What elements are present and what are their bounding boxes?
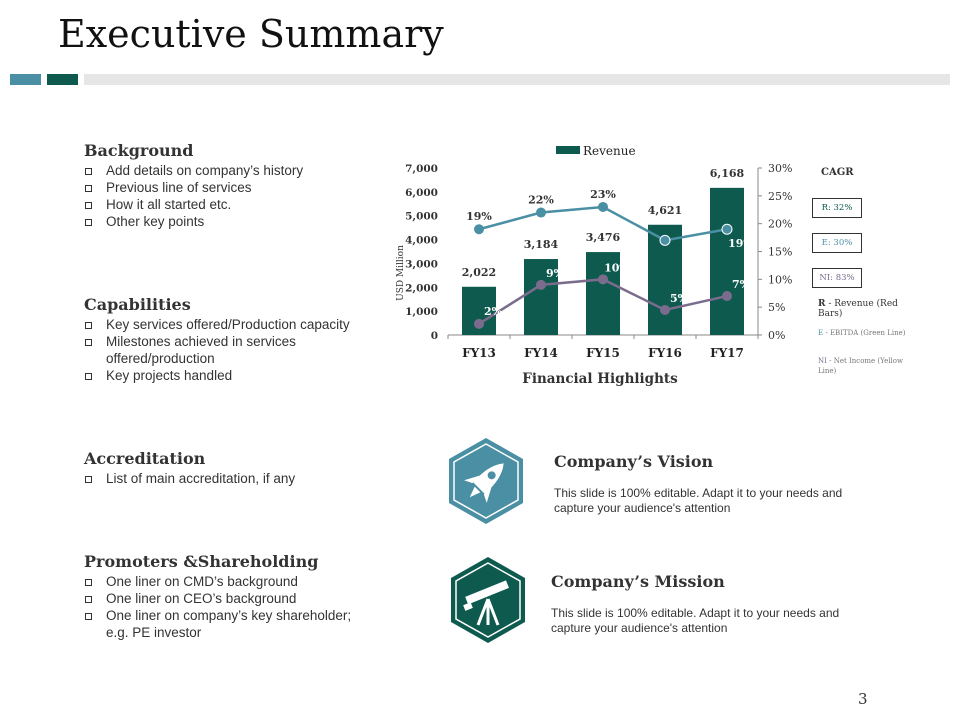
x-tick-label: FY14 <box>524 346 558 360</box>
line-point <box>722 291 732 302</box>
line-data-label: 2% <box>484 305 503 318</box>
legend-label-revenue: Revenue <box>583 144 636 158</box>
list-item: List of main accreditation, if any <box>84 470 384 487</box>
x-tick-label: FY15 <box>586 346 620 360</box>
y-tick-label: 2,000 <box>405 282 438 294</box>
list-item: One liner on company’s key shareholder; … <box>84 607 374 641</box>
section-heading: Promoters &Shareholding <box>84 552 319 571</box>
list-item: Milestones achieved in services offered/… <box>84 333 336 367</box>
page-title: Executive Summary <box>58 12 444 56</box>
line-data-label: 7% <box>732 278 751 291</box>
list-item: One liner on CMD’s background <box>84 573 374 590</box>
bar-data-label: 4,621 <box>648 204 682 217</box>
bar-FY15 <box>586 252 620 335</box>
x-tick-label: FY17 <box>710 346 744 360</box>
accent-bar-green <box>47 74 78 85</box>
list-item: Key services offered/Production capacity <box>84 316 374 333</box>
note-ebitda: E - EBITDA (Green Line) <box>818 328 913 338</box>
note-text: - EBITDA (Green Line) <box>823 329 906 337</box>
y-axis-label: USD Million <box>396 245 406 301</box>
list-item: Other key points <box>84 213 384 230</box>
legend-swatch-revenue <box>556 146 580 154</box>
telescope-icon <box>451 557 525 643</box>
vision-text: This slide is 100% editable. Adapt it to… <box>554 486 843 515</box>
cagr-ebitda: E: 30% <box>812 233 862 253</box>
line-data-label: 5% <box>670 292 689 305</box>
mission-title: Company’s Mission <box>551 572 725 591</box>
note-key: E <box>818 329 824 337</box>
list-item: Add details on company’s history <box>84 162 384 179</box>
rocket-icon <box>449 438 523 524</box>
bar-data-label: 3,476 <box>586 231 621 244</box>
note-key: NI <box>818 357 827 365</box>
section-capabilities: Capabilities Key services offered/Produc… <box>84 295 374 384</box>
section-background: Background Add details on company’s hist… <box>84 141 384 230</box>
section-promoters: Promoters &Shareholding One liner on CMD… <box>84 552 374 641</box>
chart-title: Financial Highlights <box>522 371 678 387</box>
financial-chart: 0 1,000 2,000 3,000 4,000 5,000 6,000 7,000 0% 5%… <box>396 144 792 387</box>
note-text: - Net Income (Yellow Line) <box>818 357 903 375</box>
line-point <box>598 201 608 212</box>
line-data-label: 19% <box>728 237 754 250</box>
section-heading: Capabilities <box>84 295 191 314</box>
x-tick-label: FY16 <box>648 346 682 360</box>
line-data-label: 19% <box>466 210 492 223</box>
note-key: R <box>818 299 826 309</box>
cagr-revenue: R: 32% <box>812 198 862 218</box>
page-number: 3 <box>858 690 868 708</box>
y2-tick-label: 15% <box>768 246 792 259</box>
list-item: Previous line of services <box>84 179 384 196</box>
line-data-label: 23% <box>590 188 616 201</box>
y2-tick-label: 0% <box>768 329 785 342</box>
line-point <box>660 304 670 315</box>
cagr-net-income: NI: 83% <box>812 268 862 288</box>
line-point <box>536 207 546 218</box>
line-point <box>536 279 546 290</box>
line-point <box>598 274 608 285</box>
list-item: One liner on CEO’s background <box>84 590 374 607</box>
note-net-income: NI - Net Income (Yellow Line) <box>818 356 913 376</box>
bar-data-label: 2,022 <box>462 266 496 279</box>
bar-data-label: 3,184 <box>524 238 559 251</box>
y2-tick-label: 20% <box>768 218 792 231</box>
accent-bar-gray <box>84 74 950 85</box>
note-revenue: R - Revenue (Red Bars) <box>818 299 913 319</box>
section-heading: Accreditation <box>84 449 206 468</box>
y-tick-label: 6,000 <box>405 187 438 199</box>
accent-bar-teal <box>10 74 41 85</box>
cagr-heading: CAGR <box>821 167 854 178</box>
y2-tick-label: 25% <box>768 190 792 203</box>
list-item: How it all started etc. <box>84 196 384 213</box>
section-accreditation: Accreditation List of main accreditation… <box>84 449 384 487</box>
y-tick-label: 0 <box>431 330 438 342</box>
note-text: - Revenue (Red Bars) <box>818 299 898 319</box>
bar-FY14 <box>524 259 558 335</box>
list-item: Key projects handled <box>84 367 374 384</box>
line-point <box>474 224 484 235</box>
line-point <box>659 234 671 246</box>
x-tick-label: FY13 <box>462 346 496 360</box>
section-heading: Background <box>84 141 194 160</box>
line-data-label: 9% <box>546 267 565 280</box>
y-tick-label: 1,000 <box>405 306 438 318</box>
y-tick-label: 4,000 <box>405 235 438 247</box>
y-tick-label: 3,000 <box>405 258 438 270</box>
bar-data-label: 6,168 <box>710 167 745 180</box>
y2-tick-label: 30% <box>768 162 792 175</box>
bar-FY17 <box>710 187 744 335</box>
line-point <box>474 318 484 329</box>
line-data-label: 10% <box>604 261 630 274</box>
mission-text: This slide is 100% editable. Adapt it to… <box>551 606 840 635</box>
y2-tick-label: 5% <box>768 301 785 314</box>
y-tick-label: 7,000 <box>405 163 438 175</box>
y2-tick-label: 10% <box>768 273 792 286</box>
y-tick-label: 5,000 <box>405 211 438 223</box>
line-data-label: 22% <box>528 194 554 207</box>
vision-title: Company’s Vision <box>554 452 714 471</box>
line-point <box>721 223 733 235</box>
